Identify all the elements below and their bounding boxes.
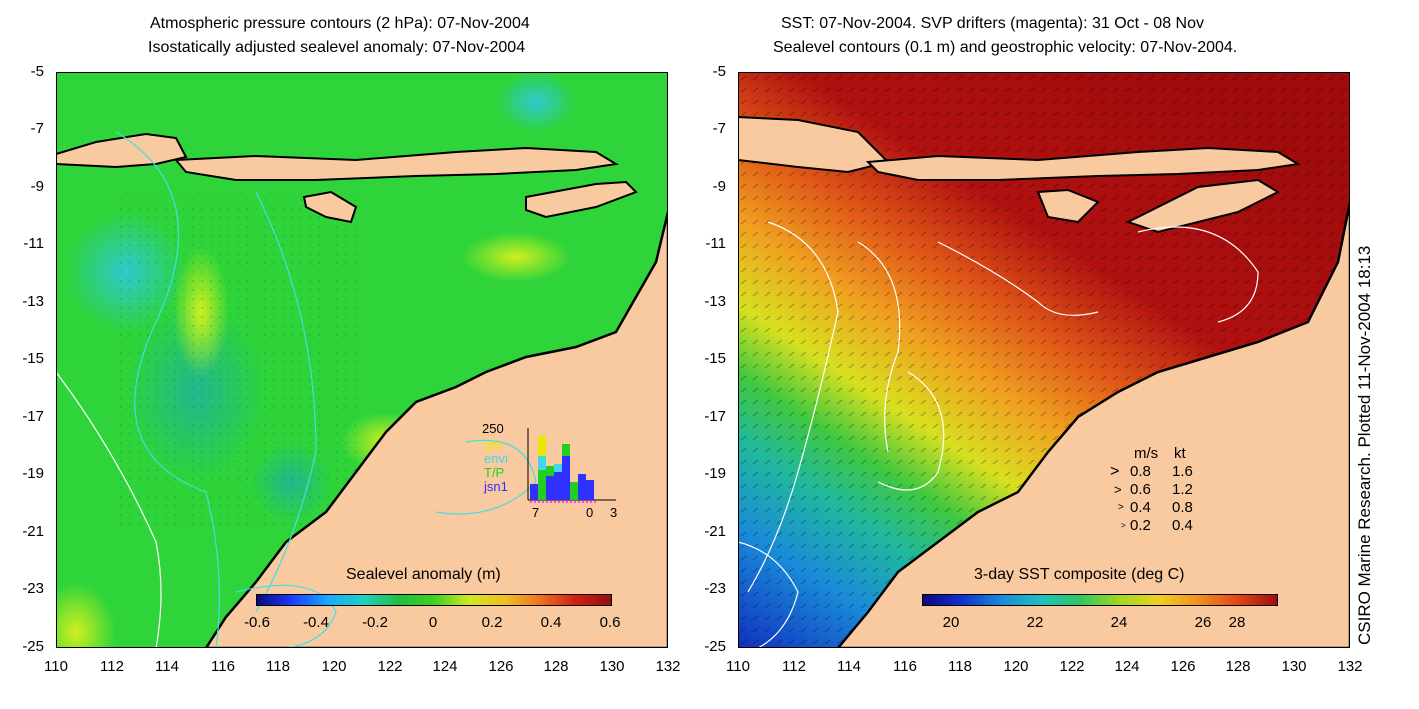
- x-tick: 130: [599, 658, 625, 675]
- legend-ms: 0.8: [1130, 463, 1151, 480]
- x-tick: 110: [44, 658, 68, 675]
- arrow-icon: >: [1121, 521, 1126, 530]
- inset-mission-tp: T/P: [484, 465, 505, 480]
- y-tick: -21: [22, 523, 44, 540]
- sealevel-anomaly-map: [56, 72, 668, 648]
- legend-header-kt: kt: [1174, 445, 1186, 462]
- right-cb-tick: 24: [1110, 614, 1128, 631]
- right-title-line1: SST: 07-Nov-2004. SVP drifters (magenta)…: [781, 15, 1204, 32]
- inset-x-label-1: 7: [532, 505, 540, 520]
- y-tick: -9: [712, 178, 726, 195]
- inset-bars: [527, 428, 616, 503]
- x-tick: 112: [100, 658, 124, 675]
- x-tick: 122: [1059, 658, 1085, 675]
- y-tick: -13: [22, 293, 44, 310]
- y-tick: -23: [704, 580, 726, 597]
- left-colorbar: [256, 594, 612, 606]
- x-tick: 124: [1114, 658, 1140, 675]
- inset-mission-gfo: gfo: [484, 437, 503, 452]
- altimetry-inset: 250 gfo envi T/P jsn1 7 0 3: [482, 422, 632, 522]
- y-tick: -25: [22, 638, 44, 655]
- inset-ymax-label: 250: [482, 421, 504, 436]
- arrow-icon: >: [1110, 463, 1120, 480]
- x-tick: 128: [543, 658, 569, 675]
- x-tick: 116: [211, 658, 235, 675]
- x-tick: 120: [321, 658, 347, 675]
- y-tick: -25: [704, 638, 726, 655]
- x-tick: 132: [1337, 658, 1363, 675]
- left-cb-tick: 0: [428, 614, 438, 631]
- credit-text: CSIRO Marine Research. Plotted 11-Nov-20…: [1355, 245, 1374, 645]
- right-colorbar-label: 3-day SST composite (deg C): [974, 566, 1185, 583]
- left-cb-tick: -0.2: [362, 614, 388, 631]
- legend-header-ms: m/s: [1134, 445, 1159, 462]
- x-tick: 122: [377, 658, 403, 675]
- legend-kt: 0.4: [1172, 517, 1193, 534]
- y-tick: -15: [704, 350, 726, 367]
- right-cb-tick: 20: [942, 614, 960, 631]
- x-tick: 118: [266, 658, 290, 675]
- legend-kt: 0.8: [1172, 499, 1193, 516]
- right-colorbar: [922, 594, 1278, 606]
- y-tick: -9: [30, 178, 44, 195]
- left-cb-tick: 0.6: [599, 614, 621, 631]
- y-tick: -5: [712, 63, 726, 80]
- legend-kt: 1.2: [1172, 481, 1193, 498]
- legend-row: > 0.6 1.2: [1108, 481, 1218, 499]
- arrow-icon: >: [1114, 482, 1122, 497]
- x-tick: 114: [155, 658, 179, 675]
- x-tick: 114: [837, 658, 861, 675]
- right-cb-tick: 26: [1194, 614, 1212, 631]
- velocity-legend: m/s kt > 0.8 1.6 > 0.6 1.2 > 0.4 0.8 > 0…: [1108, 445, 1218, 535]
- y-tick: -17: [22, 408, 44, 425]
- left-cb-tick: 0.2: [481, 614, 503, 631]
- x-tick: 124: [432, 658, 458, 675]
- y-tick: -11: [705, 235, 726, 252]
- y-tick: -19: [704, 465, 726, 482]
- y-tick: -17: [704, 408, 726, 425]
- x-tick: 128: [1225, 658, 1251, 675]
- left-cb-tick: 0.4: [540, 614, 562, 631]
- x-tick: 126: [1170, 658, 1196, 675]
- inset-mission-envi: envi: [484, 451, 508, 466]
- legend-ms: 0.4: [1130, 499, 1151, 516]
- y-tick: -13: [704, 293, 726, 310]
- x-tick: 116: [893, 658, 917, 675]
- left-colorbar-label: Sealevel anomaly (m): [346, 566, 501, 583]
- x-tick: 112: [782, 658, 806, 675]
- x-tick: 120: [1003, 658, 1029, 675]
- x-tick: 130: [1281, 658, 1307, 675]
- x-tick: 118: [948, 658, 972, 675]
- y-tick: -21: [704, 523, 726, 540]
- inset-x-label-3: 3: [610, 505, 618, 520]
- x-tick: 110: [726, 658, 750, 675]
- legend-row: > 0.2 0.4: [1108, 517, 1218, 535]
- y-tick: -7: [712, 120, 726, 137]
- legend-ms: 0.6: [1130, 481, 1151, 498]
- right-title-line2: Sealevel contours (0.1 m) and geostrophi…: [773, 39, 1238, 56]
- legend-kt: 1.6: [1172, 463, 1193, 480]
- inset-x-label-2: 0: [586, 505, 594, 520]
- sst-map: [738, 72, 1350, 648]
- y-tick: -19: [22, 465, 44, 482]
- left-cb-tick: -0.4: [303, 614, 329, 631]
- legend-row: > 0.4 0.8: [1108, 499, 1218, 517]
- y-tick: -23: [22, 580, 44, 597]
- inset-mission-jsn1: jsn1: [484, 479, 508, 494]
- legend-row: > 0.8 1.6: [1108, 463, 1218, 481]
- left-title-line2: Isostatically adjusted sealevel anomaly:…: [148, 39, 526, 56]
- y-tick: -11: [23, 235, 44, 252]
- arrow-icon: >: [1118, 502, 1124, 513]
- y-tick: -15: [22, 350, 44, 367]
- legend-ms: 0.2: [1130, 517, 1151, 534]
- y-tick: -5: [30, 63, 44, 80]
- left-cb-tick: -0.6: [244, 614, 270, 631]
- right-cb-tick: 22: [1026, 614, 1044, 631]
- left-title-line1: Atmospheric pressure contours (2 hPa): 0…: [150, 15, 530, 32]
- x-tick: 126: [488, 658, 514, 675]
- x-tick: 132: [655, 658, 681, 675]
- y-tick: -7: [30, 120, 44, 137]
- right-cb-tick: 28: [1228, 614, 1246, 631]
